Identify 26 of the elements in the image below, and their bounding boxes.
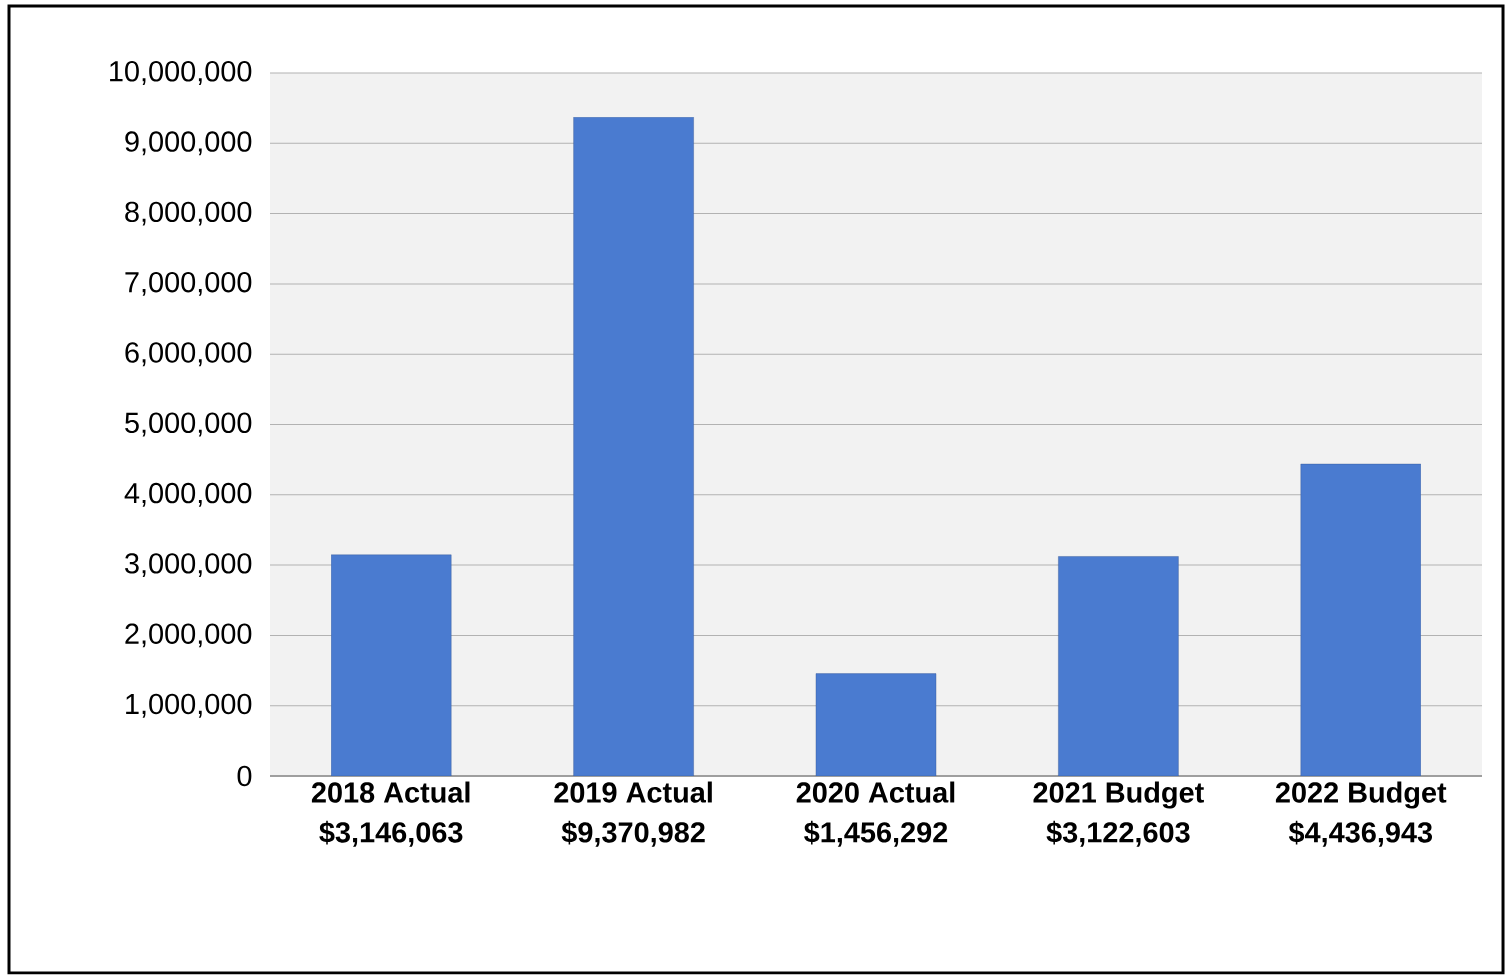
y-tick-label: 5,000,000 [125,412,252,437]
y-tick-label: 3,000,000 [125,553,252,578]
y-tick-label: 10,000,000 [110,61,252,86]
bar [1300,464,1421,777]
x-tick-label: 2018 Actual [311,781,470,803]
y-tick-label: 6,000,000 [125,342,252,367]
y-tick-label: 0 [237,766,252,787]
x-tick-label: 2021 Budget [1033,781,1204,809]
x-tick-label: 2022 Budget [1275,781,1447,809]
y-tick-label: 9,000,000 [125,131,252,156]
data-label: $3,122,603 [1046,821,1190,848]
bar [815,673,937,777]
y-tick-label: 8,000,000 [125,201,252,226]
bar [331,554,452,777]
y-tick-label: 2,000,000 [125,623,252,648]
x-tick-label: 2020 Actual [796,781,955,803]
data-label: $1,456,292 [804,821,948,848]
data-label: $9,370,982 [561,821,705,848]
y-tick-label: 4,000,000 [124,483,252,507]
data-label: $3,146,063 [319,821,463,848]
y-tick-label: 1,000,000 [126,694,252,718]
x-tick-label: 2019 Actual [554,781,712,803]
y-tick-label: 7,000,000 [125,272,252,297]
bar [573,117,694,777]
bar [1058,556,1179,777]
data-label: $4,436,943 [1288,821,1433,848]
